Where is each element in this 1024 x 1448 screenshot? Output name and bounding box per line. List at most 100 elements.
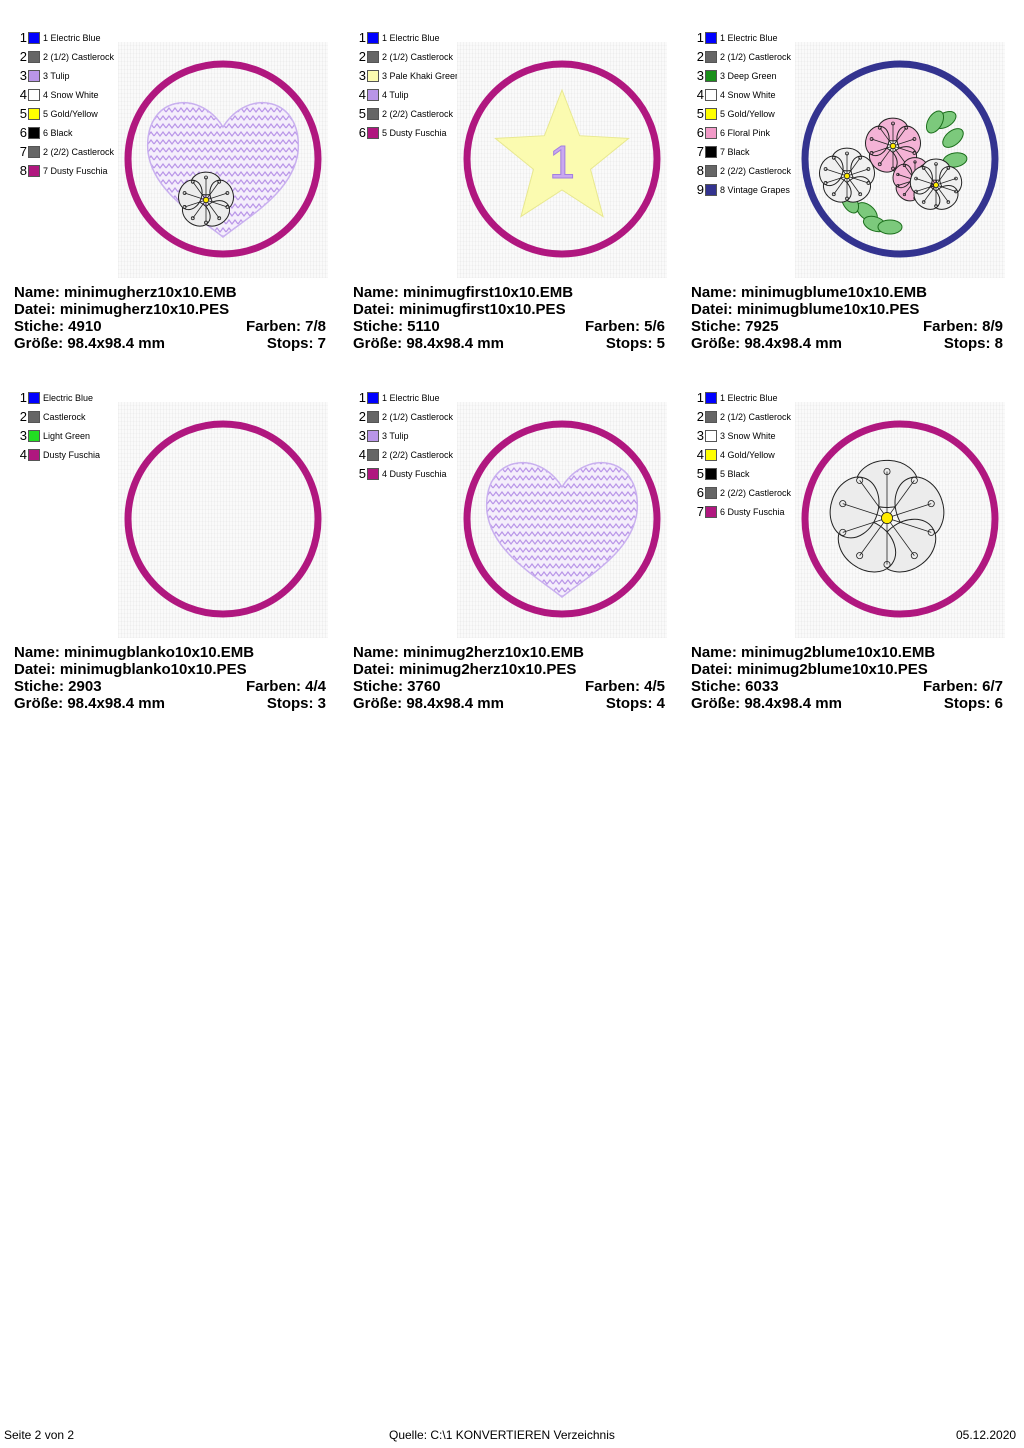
design-card-4: 1 Electric Blue 2 Castlerock 3 Light Green 4 Du… — [14, 388, 328, 718]
legend-row: 2 Castlerock — [14, 407, 134, 426]
legend-row: 4 4 Gold/Yellow — [691, 445, 811, 464]
design-preview — [118, 402, 328, 638]
legend-row: 3 3 Deep Green — [691, 66, 811, 85]
legend-number: 5 — [19, 106, 27, 121]
design-info: Name: minimug2blume10x10.EMB Datei: mini… — [691, 644, 1003, 712]
color-swatch — [28, 107, 40, 120]
legend-number: 5 — [358, 466, 366, 481]
color-swatch — [367, 88, 379, 101]
legend-row: 1 1 Electric Blue — [353, 388, 473, 407]
color-swatch — [705, 69, 717, 82]
legend-row: 1 1 Electric Blue — [14, 28, 134, 47]
legend-number: 2 — [358, 49, 366, 64]
design-size: Größe: 98.4x98.4 mm — [14, 695, 165, 712]
legend-label: 3 Tulip — [43, 70, 70, 81]
legend-row: 5 5 Gold/Yellow — [14, 104, 134, 123]
legend-label: 1 Electric Blue — [720, 392, 778, 403]
legend-number: 4 — [19, 447, 27, 462]
legend-row: 2 2 (1/2) Castlerock — [353, 407, 473, 426]
legend-number: 5 — [696, 106, 704, 121]
color-swatch — [28, 69, 40, 82]
design-size: Größe: 98.4x98.4 mm — [353, 335, 504, 352]
flower-motif — [178, 171, 234, 227]
white-flower-motif — [819, 147, 875, 203]
stop-count: Stops: 8 — [943, 335, 1003, 352]
legend-row: 6 6 Black — [14, 123, 134, 142]
embroidery-artwork — [124, 60, 322, 258]
color-swatch — [705, 107, 717, 120]
legend-row: 5 5 Gold/Yellow — [691, 104, 811, 123]
legend-label: 7 Black — [720, 146, 750, 157]
legend-label: 2 (2/2) Castlerock — [382, 108, 454, 119]
legend-number: 3 — [19, 428, 27, 443]
color-swatch — [705, 486, 717, 499]
legend-row: 7 7 Black — [691, 142, 811, 161]
outer-ring — [463, 60, 661, 258]
color-swatch — [367, 126, 379, 139]
legend-row: 8 2 (2/2) Castlerock — [691, 161, 811, 180]
legend-number: 3 — [358, 428, 366, 443]
legend-row: 5 5 Black — [691, 464, 811, 483]
embroidery-artwork — [801, 60, 999, 258]
color-swatch — [367, 31, 379, 44]
color-swatch — [28, 429, 40, 442]
design-file: Datei: minimugblume10x10.PES — [691, 301, 920, 318]
color-swatch — [367, 50, 379, 63]
outer-ring — [124, 420, 322, 618]
legend-label: 5 Dusty Fuschia — [382, 127, 447, 138]
color-legend: 1 1 Electric Blue 2 2 (1/2) Castlerock 3 3 Tu… — [14, 28, 134, 180]
design-name: Name: minimugblume10x10.EMB — [691, 284, 927, 301]
color-legend: 1 1 Electric Blue 2 2 (1/2) Castlerock 3 3 Sn… — [691, 388, 811, 521]
legend-row: 5 4 Dusty Fuschia — [353, 464, 473, 483]
legend-number: 4 — [696, 447, 704, 462]
legend-label: 2 (1/2) Castlerock — [720, 51, 792, 62]
design-name: Name: minimug2blume10x10.EMB — [691, 644, 936, 661]
legend-label: 1 Electric Blue — [43, 32, 101, 43]
color-swatch — [28, 448, 40, 461]
design-card-6: 1 1 Electric Blue 2 2 (1/2) Castlerock 3 3 Sn… — [691, 388, 1005, 718]
footer-date: 05.12.2020 — [956, 1428, 1017, 1442]
legend-number: 3 — [358, 68, 366, 83]
design-file: Datei: minimugherz10x10.PES — [14, 301, 230, 318]
design-card-1: 1 1 Electric Blue 2 2 (1/2) Castlerock 3 3 Tu… — [14, 28, 328, 358]
color-swatch — [705, 31, 717, 44]
legend-number: 6 — [696, 485, 704, 500]
legend-row: 2 2 (1/2) Castlerock — [691, 407, 811, 426]
design-card-3: 1 1 Electric Blue 2 2 (1/2) Castlerock 3 3 De… — [691, 28, 1005, 358]
legend-label: 4 Dusty Fuschia — [382, 468, 447, 479]
color-swatch — [705, 183, 717, 196]
color-swatch — [367, 448, 379, 461]
legend-label: 2 (1/2) Castlerock — [382, 411, 454, 422]
outer-ring — [463, 420, 661, 618]
star-motif — [494, 88, 630, 218]
design-info: Name: minimugblume10x10.EMB Datei: minim… — [691, 284, 1003, 352]
legend-row: 7 2 (2/2) Castlerock — [14, 142, 134, 161]
legend-label: 2 (2/2) Castlerock — [43, 146, 115, 157]
stitch-count: Stiche: 4910 — [14, 318, 102, 335]
color-count: Farben: 4/5 — [584, 678, 665, 695]
legend-number: 5 — [696, 466, 704, 481]
design-name: Name: minimug2herz10x10.EMB — [353, 644, 584, 661]
color-swatch — [28, 31, 40, 44]
design-file: Datei: minimugblanko10x10.PES — [14, 661, 247, 678]
stitch-count: Stiche: 7925 — [691, 318, 779, 335]
footer-page: Seite 2 von 2 — [4, 1428, 75, 1442]
legend-number: 2 — [696, 409, 704, 424]
legend-number: 6 — [19, 125, 27, 140]
design-name: Name: minimugblanko10x10.EMB — [14, 644, 255, 661]
legend-label: Light Green — [43, 430, 91, 441]
color-legend: 1 1 Electric Blue 2 2 (1/2) Castlerock 3 3 Pa… — [353, 28, 473, 142]
design-info: Name: minimugherz10x10.EMB Datei: minimu… — [14, 284, 326, 352]
legend-number: 4 — [19, 87, 27, 102]
design-preview — [795, 402, 1005, 638]
legend-label: 8 Vintage Grapes — [720, 184, 790, 195]
embroidery-artwork — [124, 420, 322, 618]
legend-row: 3 3 Pale Khaki Green — [353, 66, 473, 85]
design-info: Name: minimug2herz10x10.EMB Datei: minim… — [353, 644, 665, 712]
legend-label: 5 Gold/Yellow — [43, 108, 98, 119]
embroidery-artwork: 1 — [463, 60, 661, 258]
legend-label: 1 Electric Blue — [382, 392, 440, 403]
legend-label: 3 Pale Khaki Green — [382, 70, 461, 81]
design-file: Datei: minimug2blume10x10.PES — [691, 661, 928, 678]
legend-number: 4 — [358, 447, 366, 462]
